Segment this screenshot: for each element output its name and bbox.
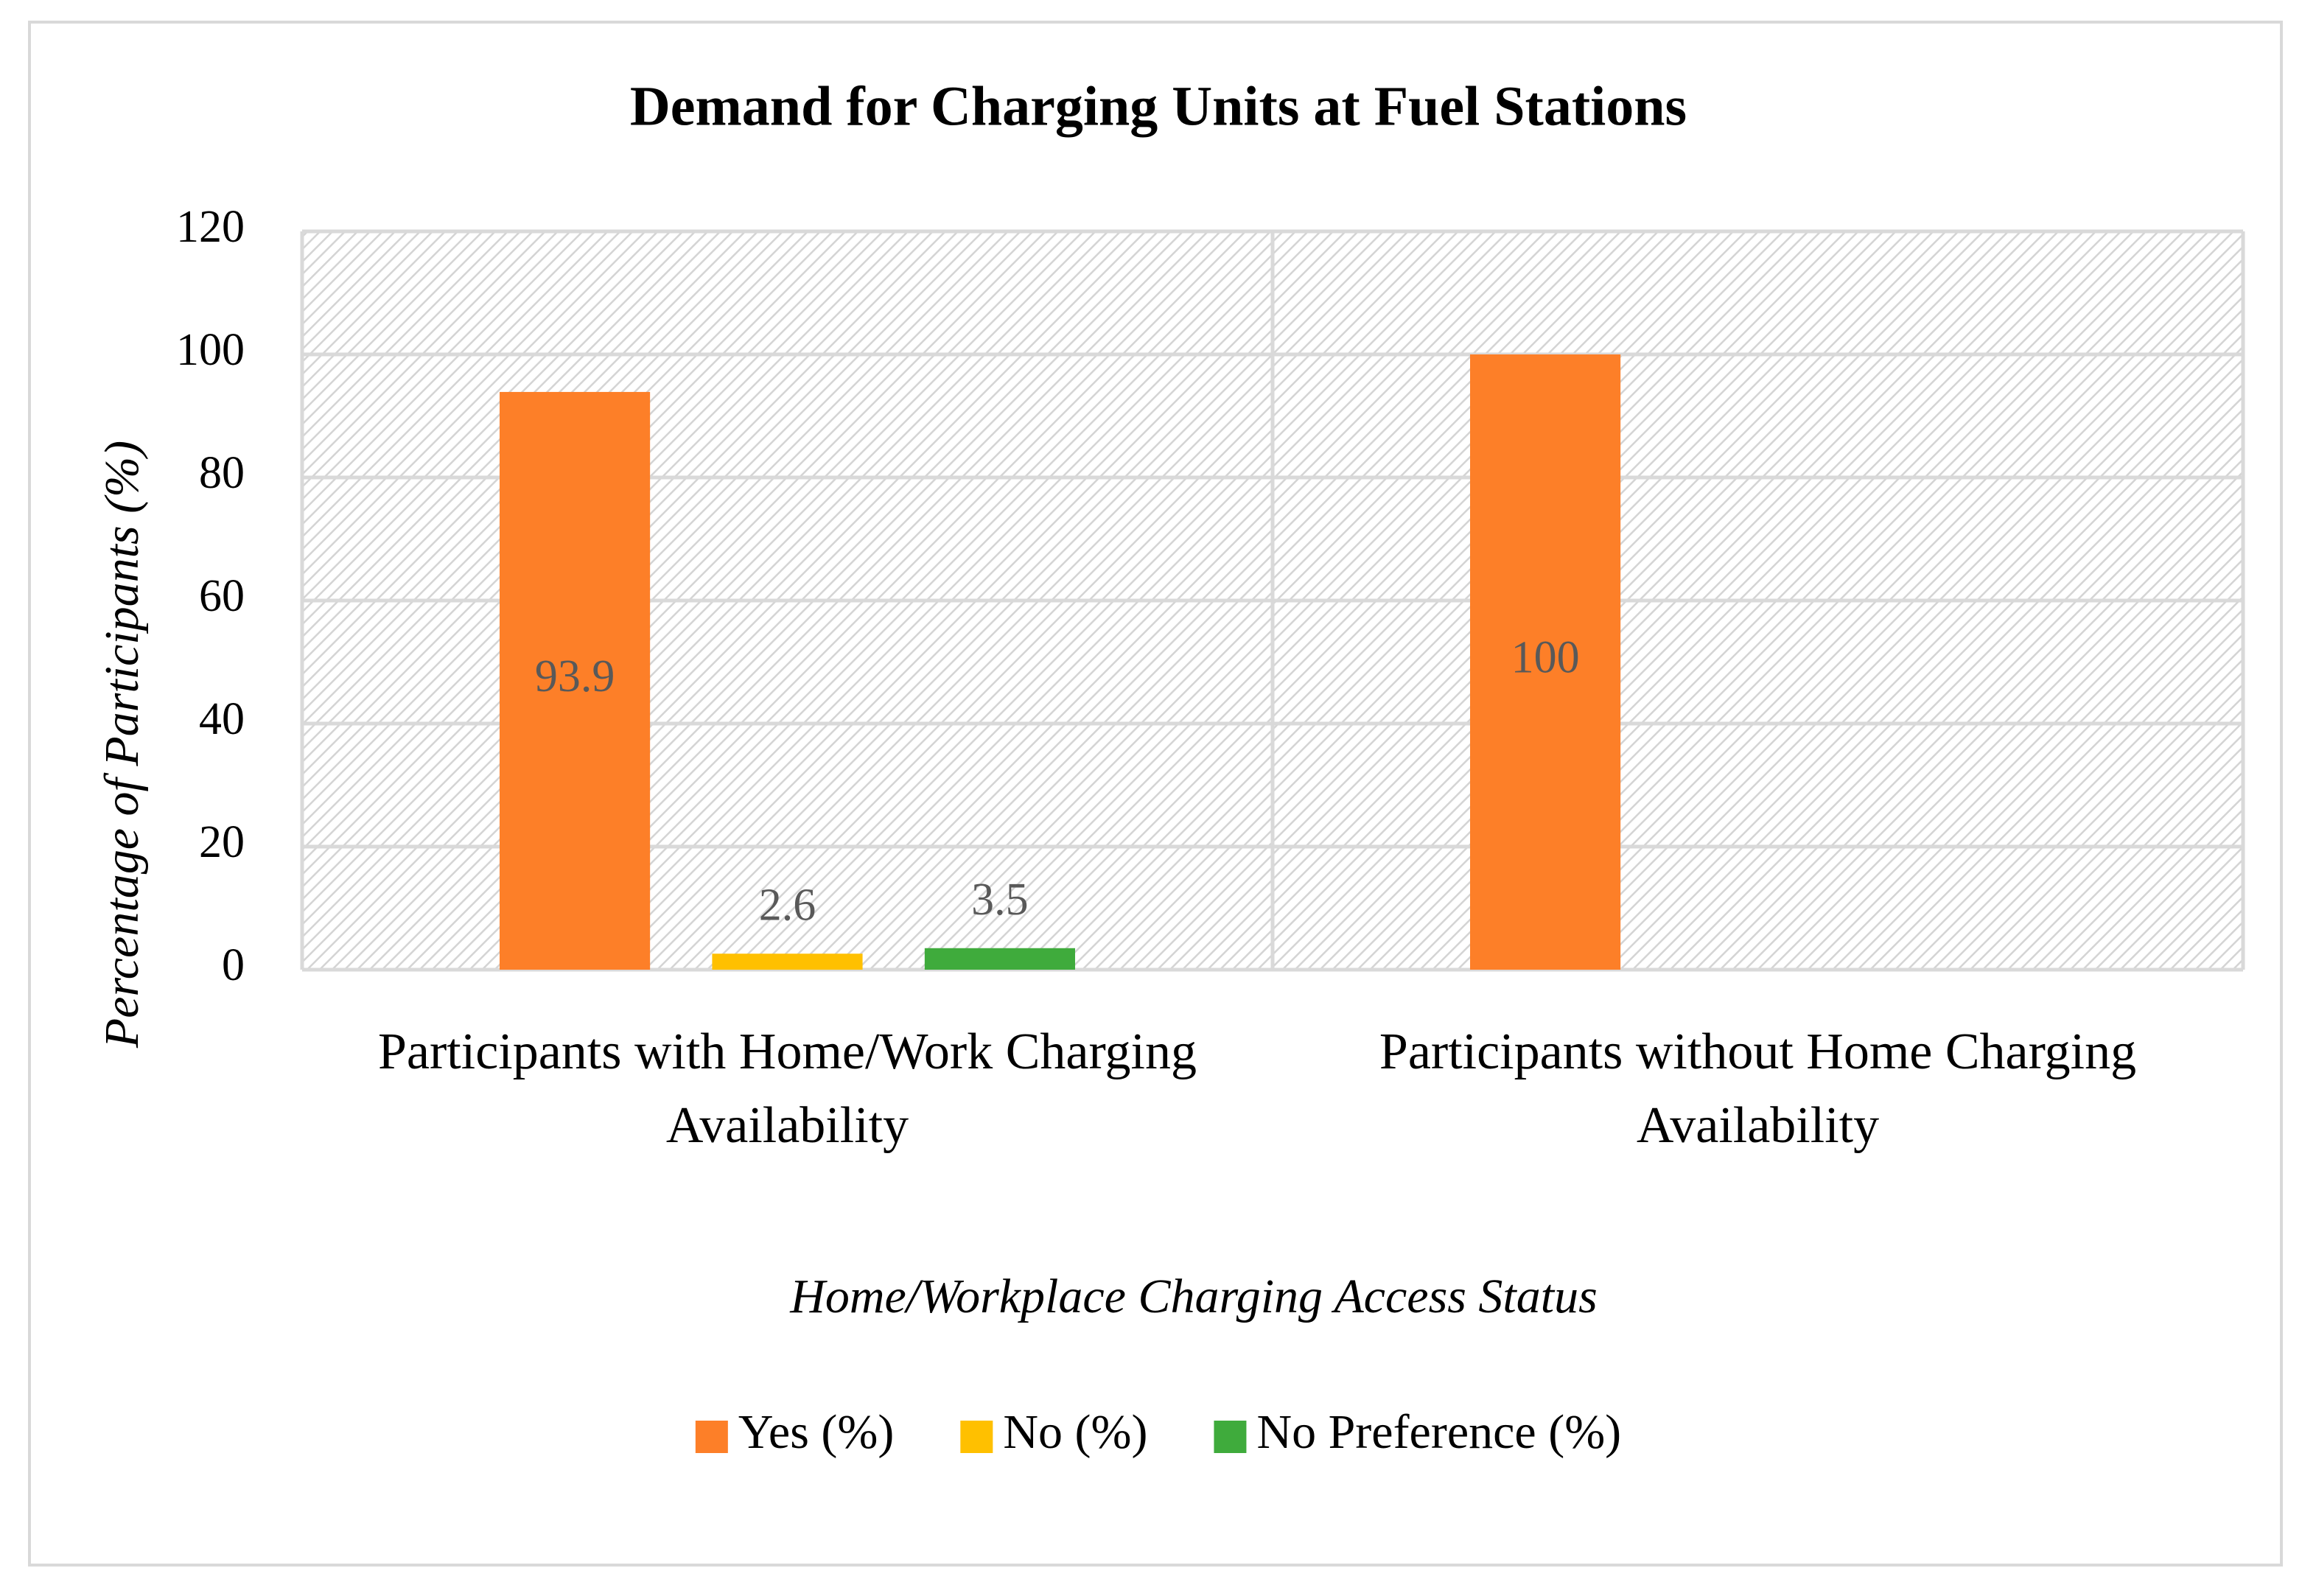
y-tick-label: 0 bbox=[222, 940, 245, 990]
y-tick-label: 80 bbox=[199, 448, 245, 498]
x-tick-label: Participants with Home/Work Charging Ava… bbox=[378, 1023, 1197, 1154]
y-tick-label: 40 bbox=[199, 694, 245, 744]
y-tick-label: 20 bbox=[199, 817, 245, 867]
legend-label: Yes (%) bbox=[738, 1405, 894, 1459]
bar bbox=[1470, 354, 1621, 970]
bar bbox=[712, 953, 863, 970]
x-tick-label: Participants without Home Charging Avail… bbox=[1379, 1023, 2137, 1154]
y-tick-label: 60 bbox=[199, 571, 245, 621]
legend-swatch bbox=[1214, 1421, 1247, 1453]
data-label: 100 bbox=[1511, 633, 1580, 683]
legend-label: No Preference (%) bbox=[1256, 1405, 1621, 1459]
y-tick-label: 120 bbox=[176, 202, 245, 252]
data-label: 3.5 bbox=[971, 875, 1029, 925]
bar bbox=[500, 391, 651, 970]
legend-swatch bbox=[695, 1421, 728, 1453]
y-tick-label: 100 bbox=[176, 325, 245, 375]
y-axis-title: Percentage of Participants (%) bbox=[95, 441, 149, 1049]
data-label: 93.9 bbox=[535, 651, 615, 701]
chart-title: Demand for Charging Units at Fuel Statio… bbox=[630, 75, 1687, 137]
bar bbox=[924, 948, 1075, 970]
data-label: 2.6 bbox=[759, 881, 816, 931]
x-axis-title: Home/Workplace Charging Access Status bbox=[789, 1270, 1598, 1323]
legend-label: No (%) bbox=[1003, 1405, 1147, 1459]
legend-swatch bbox=[960, 1421, 993, 1453]
